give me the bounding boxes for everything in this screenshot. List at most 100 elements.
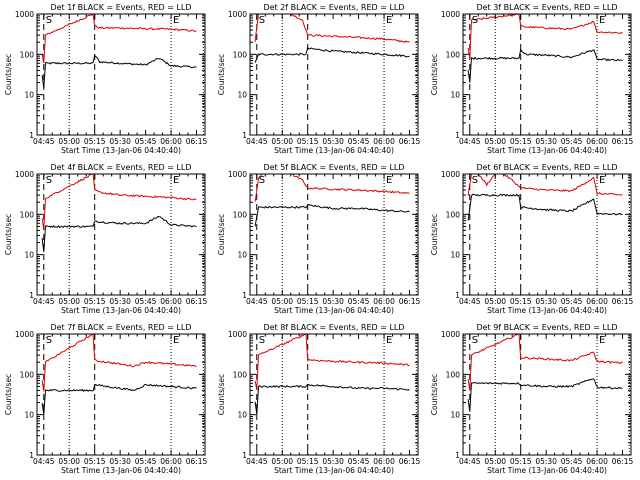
y-tick-label: 1000 [15, 170, 34, 179]
x-tick-label: 05:15 [510, 457, 532, 466]
y-tick-label: 1 [455, 291, 460, 300]
x-tick-label: 05:30 [322, 457, 344, 466]
x-tick-label: 06:00 [586, 457, 608, 466]
lld-series-line [254, 174, 410, 202]
lld-series-line [41, 174, 197, 230]
x-tick-label: 06:15 [399, 457, 421, 466]
y-tick-label: 10 [450, 411, 460, 420]
y-tick-label: 1000 [228, 10, 247, 19]
start-marker: S [46, 335, 52, 346]
y-tick-label: 1000 [441, 330, 460, 339]
x-tick-label: 05:30 [322, 137, 344, 146]
x-axis-title: Start Time (13-Jan-06 04:40:40) [274, 306, 394, 315]
x-axis-title: Start Time (13-Jan-06 04:40:40) [487, 306, 607, 315]
end-marker: E [173, 335, 179, 346]
x-tick-label: 06:00 [160, 137, 182, 146]
x-tick-label: 05:45 [135, 137, 157, 146]
y-tick-label: 10 [450, 91, 460, 100]
x-tick-label: 04:45 [459, 457, 481, 466]
y-axis-title: Counts/sec [4, 374, 13, 415]
x-tick-label: 05:00 [58, 297, 80, 306]
end-marker: E [386, 15, 392, 26]
start-marker: S [472, 175, 478, 186]
y-tick-label: 10 [24, 411, 34, 420]
start-marker: S [259, 15, 265, 26]
x-tick-label: 05:30 [109, 297, 131, 306]
x-tick-label: 06:15 [612, 137, 634, 146]
y-axis-title: Counts/sec [217, 214, 226, 255]
y-tick-label: 1 [29, 451, 34, 460]
y-tick-label: 10 [237, 411, 247, 420]
x-tick-label: 04:45 [33, 297, 55, 306]
y-tick-label: 10 [24, 91, 34, 100]
det-5f-panel: Det 5f BLACK = Events, RED = LLD 1 10 100 10… [217, 163, 421, 315]
y-tick-label: 10 [24, 251, 34, 260]
y-tick-label: 100 [233, 370, 248, 379]
x-tick-label: 06:15 [399, 297, 421, 306]
x-tick-label: 05:30 [322, 297, 344, 306]
x-tick-label: 05:15 [84, 297, 106, 306]
x-tick-label: 04:45 [246, 137, 268, 146]
plot-frame [249, 13, 419, 136]
plot-frame [462, 333, 632, 456]
start-marker: S [472, 335, 478, 346]
y-tick-label: 10 [237, 91, 247, 100]
start-marker: S [46, 15, 52, 26]
y-tick-label: 1000 [228, 170, 247, 179]
x-tick-label: 05:30 [535, 137, 557, 146]
y-tick-label: 100 [20, 210, 35, 219]
x-axis-title: Start Time (13-Jan-06 04:40:40) [487, 466, 607, 475]
x-tick-label: 05:00 [484, 297, 506, 306]
y-tick-label: 1000 [15, 330, 34, 339]
x-tick-label: 05:45 [561, 457, 583, 466]
x-tick-label: 06:00 [373, 457, 395, 466]
det-4f-panel: Det 4f BLACK = Events, RED = LLD 1 10 100 10… [4, 163, 208, 315]
y-axis-title: Counts/sec [430, 214, 439, 255]
plot-frame [36, 333, 206, 456]
y-tick-label: 100 [233, 210, 248, 219]
x-tick-label: 04:45 [33, 457, 55, 466]
plot-frame [462, 173, 632, 296]
start-marker: S [472, 15, 478, 26]
y-axis-title: Counts/sec [4, 54, 13, 95]
x-tick-label: 05:00 [484, 137, 506, 146]
det-3f-title: Det 3f BLACK = Events, RED = LLD [476, 3, 617, 12]
x-tick-label: 05:30 [535, 297, 557, 306]
x-tick-label: 05:15 [84, 457, 106, 466]
events-series-line [41, 215, 197, 253]
x-tick-label: 05:00 [484, 457, 506, 466]
det-4f-title: Det 4f BLACK = Events, RED = LLD [50, 163, 191, 172]
x-tick-label: 05:00 [271, 297, 293, 306]
det-3f-panel: Det 3f BLACK = Events, RED = LLD 1 10 100 10… [430, 3, 634, 155]
x-tick-label: 04:45 [33, 137, 55, 146]
y-tick-label: 1 [29, 131, 34, 140]
lld-series-line [41, 14, 197, 64]
y-tick-label: 1 [242, 291, 247, 300]
x-tick-label: 05:30 [109, 457, 131, 466]
x-tick-label: 05:45 [561, 137, 583, 146]
start-marker: S [46, 175, 52, 186]
x-tick-label: 05:45 [348, 137, 370, 146]
det-9f-title: Det 9f BLACK = Events, RED = LLD [476, 323, 617, 332]
det-8f-panel: Det 8f BLACK = Events, RED = LLD 1 10 100 10… [217, 323, 421, 475]
x-axis-title: Start Time (13-Jan-06 04:40:40) [274, 466, 394, 475]
plot-frame [36, 173, 206, 296]
x-tick-label: 06:00 [160, 297, 182, 306]
plot-frame [36, 13, 206, 136]
y-tick-label: 1000 [441, 10, 460, 19]
x-tick-label: 05:45 [348, 457, 370, 466]
end-marker: E [599, 335, 605, 346]
y-tick-label: 1000 [441, 170, 460, 179]
x-tick-label: 06:15 [612, 297, 634, 306]
det-2f-panel: Det 2f BLACK = Events, RED = LLD 1 10 100 10… [217, 3, 421, 155]
y-tick-label: 100 [20, 370, 35, 379]
x-tick-label: 05:15 [297, 457, 319, 466]
y-tick-label: 1 [242, 451, 247, 460]
y-tick-label: 1 [242, 131, 247, 140]
x-axis-title: Start Time (13-Jan-06 04:40:40) [61, 306, 181, 315]
x-axis-title: Start Time (13-Jan-06 04:40:40) [487, 146, 607, 155]
y-axis-title: Counts/sec [217, 374, 226, 415]
x-axis-title: Start Time (13-Jan-06 04:40:40) [61, 146, 181, 155]
x-tick-label: 05:30 [109, 137, 131, 146]
end-marker: E [173, 15, 179, 26]
